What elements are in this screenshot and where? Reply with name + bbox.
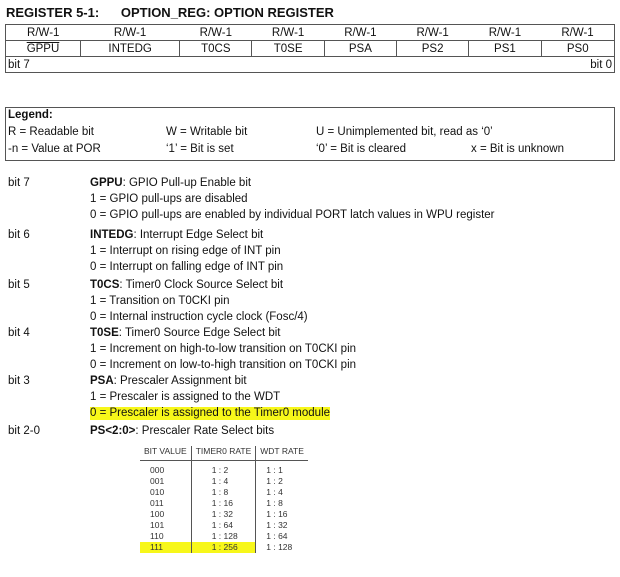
timer0-rate-cell: 1 : 16 — [190, 498, 257, 509]
bit-value-desc: 1 = Prescaler is assigned to the WDT — [90, 391, 281, 403]
bit-value-desc: 0 = GPIO pull-ups are enabled by individ… — [90, 209, 495, 221]
bit-value-cell: 111 — [140, 542, 192, 553]
table-row: 100 1 : 32 1 : 16 — [140, 509, 308, 520]
bit-value-cell: 110 — [150, 531, 164, 541]
col-header: BIT VALUE — [140, 446, 192, 461]
bit-heading: PS<2:0>: Prescaler Rate Select bits — [90, 425, 274, 438]
bit-heading: GPPU: GPIO Pull-up Enable bit — [90, 177, 251, 190]
legend-item: ‘0’ = Bit is cleared — [316, 143, 407, 155]
bit-label: bit 4 — [8, 327, 30, 339]
register-title: REGISTER 5-1: OPTION_REG: OPTION REGISTE… — [6, 5, 334, 20]
bit-value-cell: 001 — [150, 476, 165, 486]
timer0-rate-cell: 1 : 8 — [190, 487, 257, 498]
wdt-rate-cell: 1 : 128 — [266, 542, 293, 552]
bit-name: GPPU — [5, 40, 81, 57]
col-header: TIMER0 RATE — [190, 446, 257, 461]
bit-field-name: T0CS — [90, 279, 120, 291]
wdt-rate-cell: 1 : 32 — [266, 520, 288, 530]
bit-name: INTEDG — [79, 40, 181, 57]
table-row: 110 1 : 128 1 : 64 — [140, 531, 308, 542]
bit-value-desc: 0 = Internal instruction cycle clock (Fo… — [90, 311, 308, 323]
bit-heading: PSA: Prescaler Assignment bit — [90, 375, 247, 388]
legend-item: U = Unimplemented bit, read as ‘0’ — [316, 126, 493, 138]
legend-item: ‘1’ = Bit is set — [166, 143, 234, 155]
bit-name: PS1 — [468, 40, 542, 57]
legend-title: Legend: — [8, 109, 53, 121]
bit-value-desc: 1 = GPIO pull-ups are disabled — [90, 193, 248, 205]
bit-field-name: T0SE — [90, 327, 119, 339]
bit-value-cell: 011 — [150, 498, 164, 508]
bit-name: PS2 — [396, 40, 470, 57]
legend-box: Legend: R = Readable bit W = Writable bi… — [5, 107, 615, 161]
bit-field-name: PSA — [90, 375, 114, 387]
bit-value-desc: 0 = Increment on low-to-high transition … — [90, 359, 357, 371]
table-row: 000 1 : 2 1 : 1 — [140, 460, 308, 476]
wdt-rate-cell: 1 : 8 — [266, 498, 283, 508]
table-row: 101 1 : 64 1 : 32 — [140, 520, 308, 531]
bit-value-desc: 1 = Interrupt on rising edge of INT pin — [90, 245, 281, 257]
bit-value-desc: 1 = Transition on T0CKI pin — [90, 295, 230, 307]
timer0-rate-cell: 1 : 64 — [190, 520, 257, 531]
bit-name: PSA — [323, 40, 398, 57]
bit-access: R/W-1 — [468, 24, 542, 41]
msb-label: bit 7 — [5, 56, 325, 73]
bit-label: bit 5 — [8, 279, 30, 291]
bit-value-cell: 101 — [150, 520, 165, 530]
timer0-rate-cell: 1 : 128 — [190, 531, 257, 542]
table-row: 010 1 : 8 1 : 4 — [140, 487, 308, 498]
bit-field-desc: : Timer0 Clock Source Select bit — [119, 279, 284, 291]
wdt-rate-cell: 1 : 1 — [266, 465, 283, 475]
bit-access: R/W-1 — [80, 24, 180, 41]
bit-field-name: PS<2:0> — [90, 425, 136, 437]
bit-field-desc: : GPIO Pull-up Enable bit — [122, 177, 252, 189]
wdt-rate-cell: 1 : 64 — [266, 531, 288, 541]
bit-field-desc: : Prescaler Rate Select bits — [135, 425, 275, 437]
register-bit-table: R/W-1 R/W-1 R/W-1 R/W-1 R/W-1 R/W-1 R/W-1 R/W-1… — [5, 24, 616, 73]
bit-value-desc: 0 = Interrupt on falling edge of INT pin — [90, 261, 284, 273]
bit-heading: INTEDG: Interrupt Edge Select bit — [90, 229, 263, 242]
legend-item: W = Writable bit — [166, 126, 248, 138]
bit-name: PS0 — [540, 40, 616, 57]
bit-value-cell: 000 — [150, 465, 165, 475]
table-row: 111 1 : 256 1 : 128 — [140, 542, 308, 553]
legend-item: x = Bit is unknown — [471, 143, 565, 155]
table-row: 001 1 : 4 1 : 2 — [140, 476, 308, 487]
bit-label: bit 6 — [8, 229, 30, 241]
timer0-rate-cell: 1 : 2 — [190, 460, 257, 476]
bit-value-desc: 1 = Increment on high-to-low transition … — [90, 343, 357, 355]
bit-field-name: GPPU — [90, 177, 123, 189]
bit-access: R/W-1 — [396, 24, 469, 41]
bit-heading: T0CS: Timer0 Clock Source Select bit — [90, 279, 283, 292]
wdt-rate-cell: 1 : 4 — [266, 487, 283, 497]
bit-access: R/W-1 — [179, 24, 252, 41]
prescaler-rate-table: BIT VALUE TIMER0 RATE WDT RATE 000 1 : 2… — [140, 446, 308, 553]
bit-name: T0CS — [179, 40, 253, 57]
bit-heading: T0SE: Timer0 Source Edge Select bit — [90, 327, 280, 340]
legend-item: R = Readable bit — [8, 126, 94, 138]
bit-label: bit 2-0 — [8, 425, 40, 437]
bit-field-desc: : Prescaler Assignment bit — [113, 375, 247, 387]
wdt-rate-cell: 1 : 16 — [266, 509, 288, 519]
timer0-rate-cell: 1 : 32 — [190, 509, 257, 520]
bit-field-desc: : Interrupt Edge Select bit — [133, 229, 264, 241]
legend-item: -n = Value at POR — [8, 143, 101, 155]
bit-access: R/W-1 — [324, 24, 397, 41]
table-row: 011 1 : 16 1 : 8 — [140, 498, 308, 509]
bit-access: R/W-1 — [251, 24, 325, 41]
bit-value-cell: 100 — [150, 509, 165, 519]
col-header: WDT RATE — [255, 446, 308, 461]
bit-value-desc: 0 = Prescaler is assigned to the Timer0 … — [90, 407, 331, 420]
bit-label: bit 7 — [8, 177, 30, 189]
bit-field-desc: : Timer0 Source Edge Select bit — [118, 327, 281, 339]
bit-access: R/W-1 — [541, 24, 615, 41]
lsb-label: bit 0 — [324, 56, 616, 73]
bit-field-name: INTEDG — [90, 229, 134, 241]
bit-value-cell: 010 — [150, 487, 165, 497]
wdt-rate-cell: 1 : 2 — [266, 476, 283, 486]
bit-access: R/W-1 — [5, 24, 81, 41]
timer0-rate-cell: 1 : 256 — [190, 542, 257, 553]
timer0-rate-cell: 1 : 4 — [190, 476, 257, 487]
bit-name: T0SE — [251, 40, 325, 57]
bit-label: bit 3 — [8, 375, 30, 387]
